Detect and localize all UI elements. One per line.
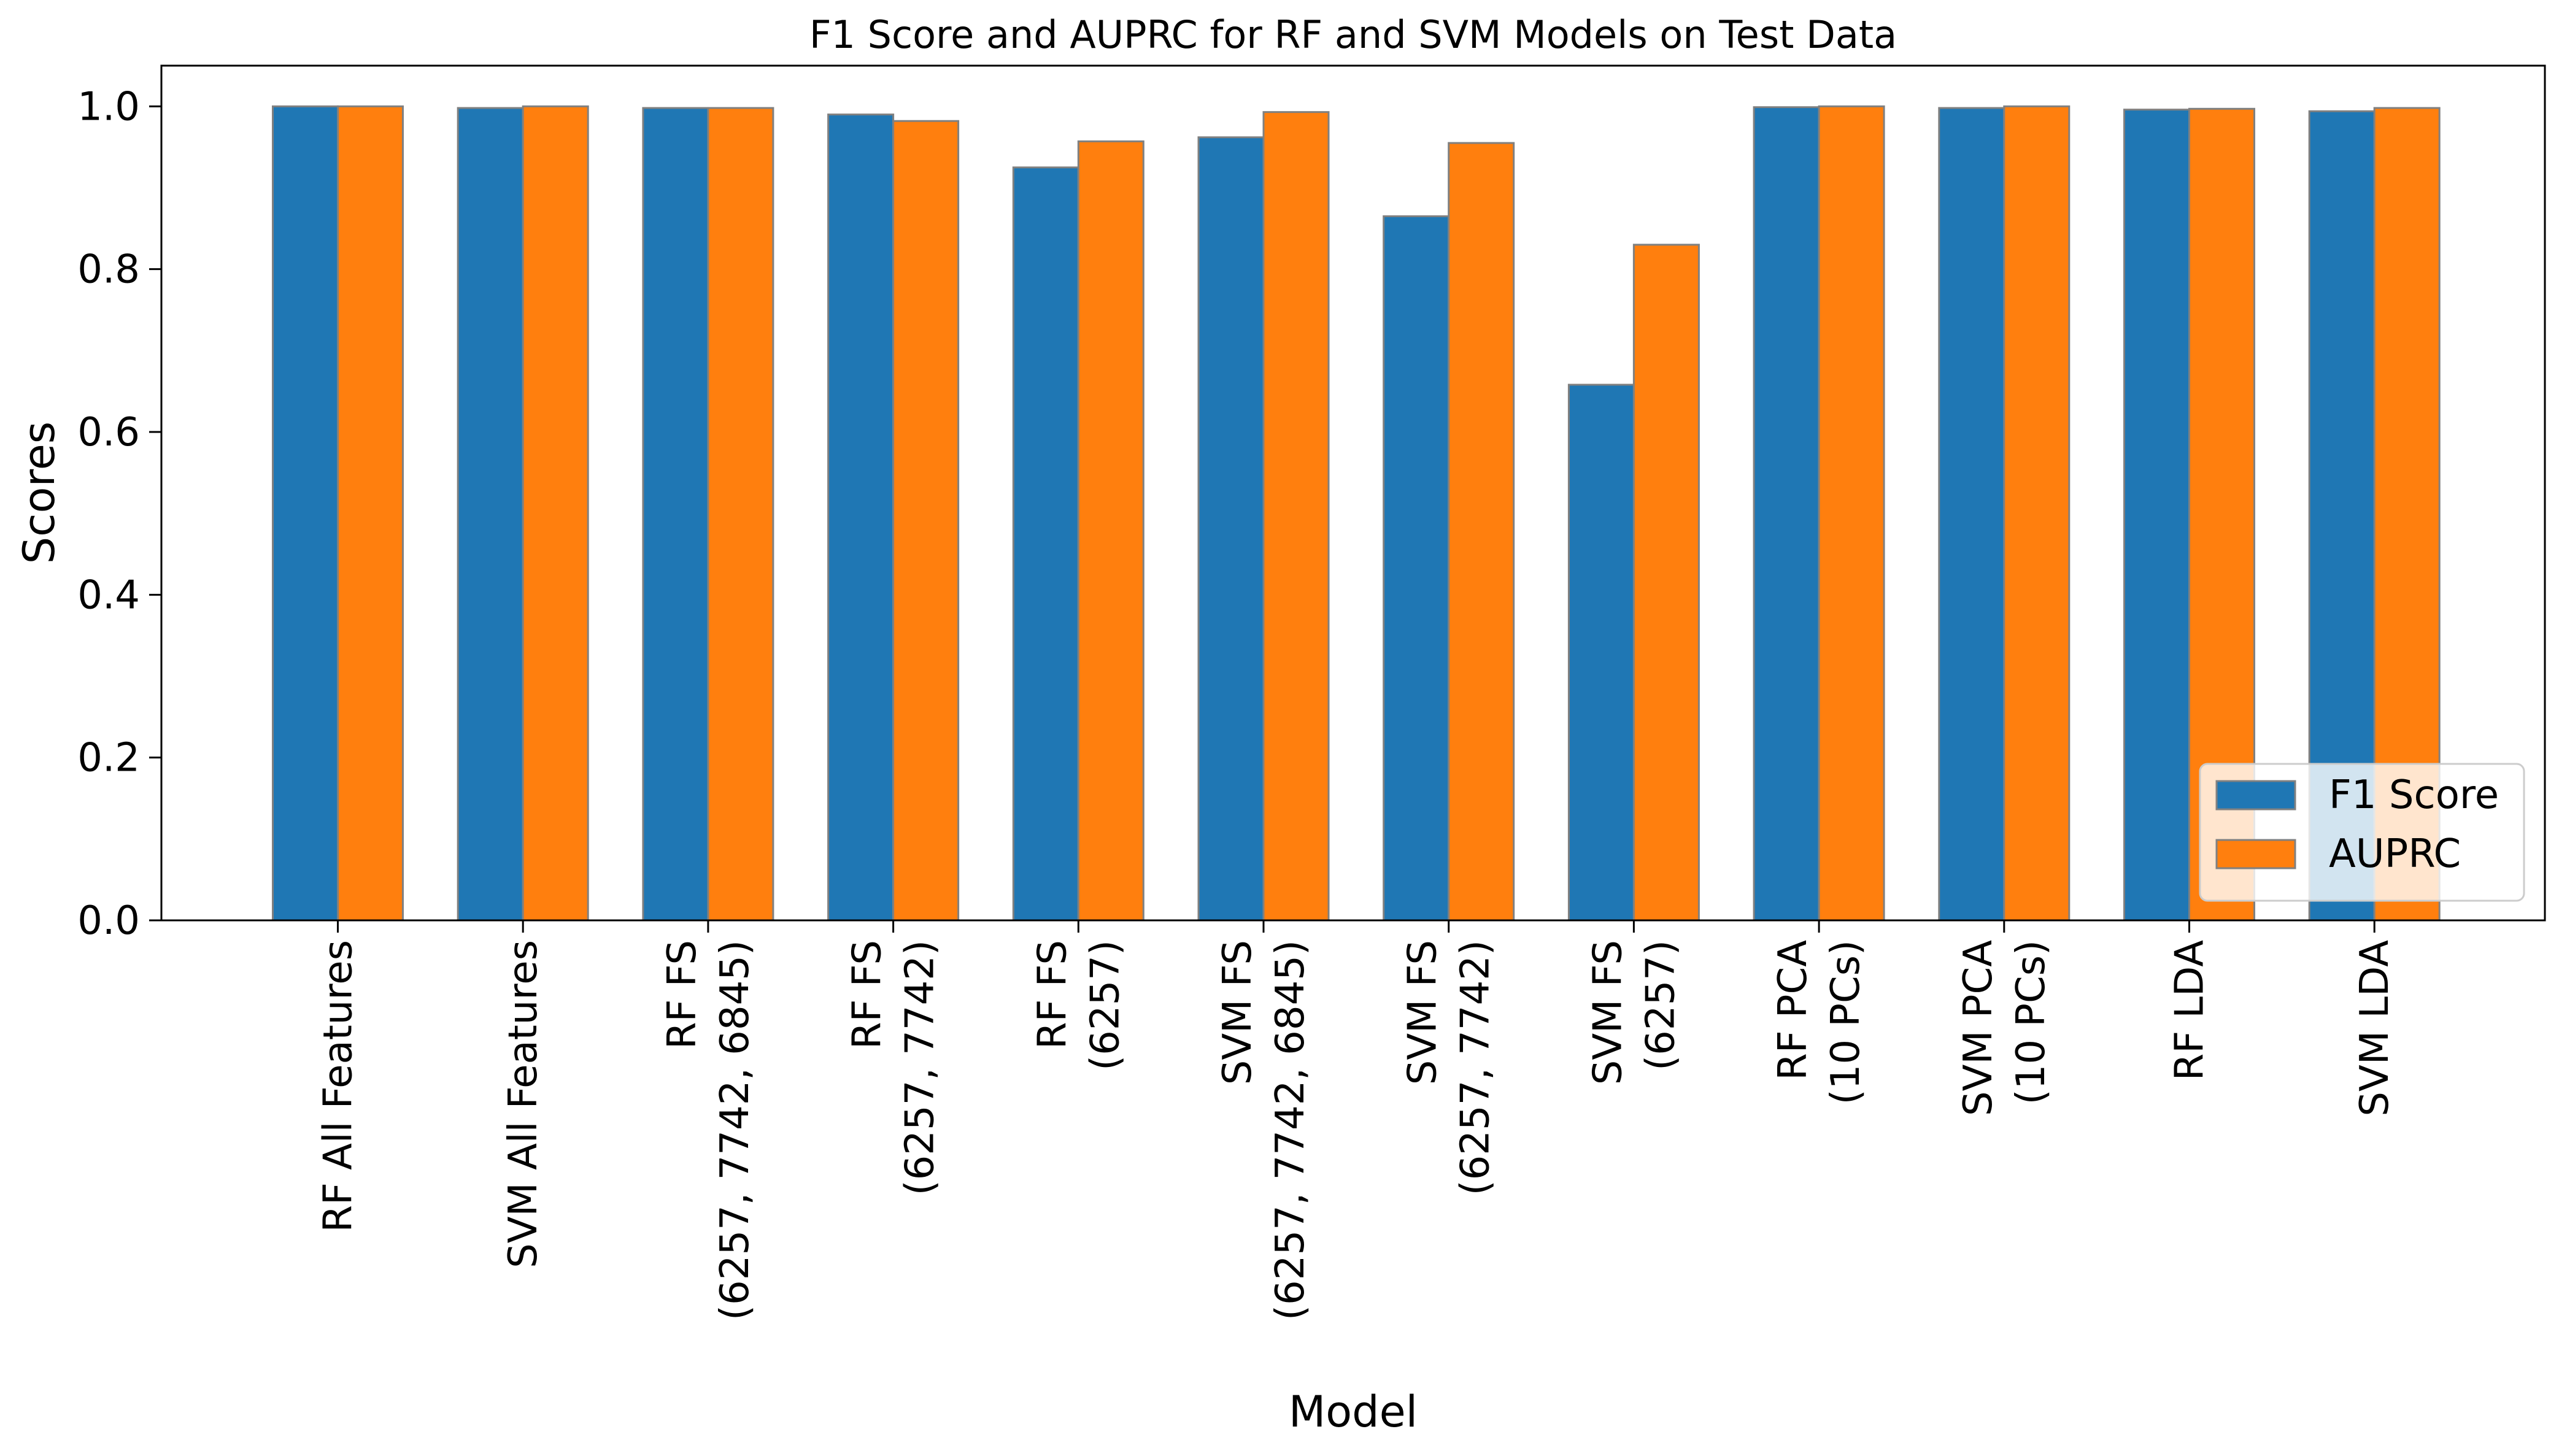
bar-auprc-7 [1632, 244, 1700, 922]
x-tick-label: (6257, 7742, 6845) [1268, 940, 1313, 1320]
x-tick-label: (10 PCs) [2009, 940, 2054, 1104]
legend-swatch-auprc [2215, 839, 2296, 869]
bar-auprc-5 [1262, 111, 1330, 922]
x-tick-label: SVM PCA [1956, 940, 2001, 1116]
bar-auprc-9 [2003, 105, 2071, 922]
bar-f1-score-0 [272, 105, 339, 922]
x-axis: RF All Features SVM All Features RF FS (625… [316, 920, 2398, 1320]
y-tick-label: 1.0 [77, 84, 140, 129]
bar-auprc-4 [1077, 140, 1144, 922]
y-tick-label: 0.0 [77, 898, 140, 944]
y-axis-label: Scores [14, 422, 64, 564]
bar-f1-score-9 [1938, 107, 2005, 922]
legend-label-auprc: AUPRC [2329, 831, 2461, 877]
y-tick-label: 0.6 [77, 410, 140, 455]
x-tick-label: RF FS [1030, 940, 1075, 1049]
bar-auprc-0 [337, 105, 404, 922]
bar-auprc-8 [1818, 105, 1885, 922]
bar-auprc-1 [522, 105, 589, 922]
bar-auprc-2 [707, 107, 774, 922]
x-tick-label: SVM FS [1585, 940, 1631, 1085]
chart-title: F1 Score and AUPRC for RF and SVM Models… [809, 12, 1897, 57]
x-tick-label: SVM LDA [2352, 940, 2398, 1117]
x-tick-label: RF PCA [1770, 940, 1816, 1080]
x-tick-label: (10 PCs) [1823, 940, 1869, 1104]
x-tick-label: RF FS [845, 940, 890, 1049]
bar-f1-score-5 [1197, 136, 1265, 922]
x-tick-label: RF LDA [2167, 940, 2213, 1080]
x-tick-label: (6257) [1083, 940, 1128, 1071]
y-tick-label: 0.8 [77, 247, 140, 293]
bar-f1-score-10 [2123, 109, 2190, 922]
y-tick-label: 0.2 [77, 736, 140, 781]
y-tick-label: 0.4 [77, 572, 140, 618]
x-tick-label: (6257, 7742, 6845) [712, 940, 758, 1320]
bar-auprc-3 [892, 120, 960, 922]
x-tick-label: (6257, 7742) [898, 940, 943, 1195]
bar-f1-score-6 [1383, 215, 1450, 922]
x-tick-label: SVM All Features [501, 940, 546, 1268]
y-axis: 0.0 0.2 0.4 0.6 0.8 1.0 [77, 84, 161, 944]
bar-f1-score-8 [1753, 106, 1820, 922]
x-tick-label: RF FS [660, 940, 705, 1049]
bar-f1-score-1 [457, 107, 524, 922]
x-tick-label: (6257, 7742) [1453, 940, 1499, 1195]
x-tick-label: RF All Features [316, 940, 361, 1233]
x-axis-label: Model [1289, 1387, 1418, 1437]
bar-f1-score-3 [827, 114, 895, 922]
legend-swatch-f1-score [2215, 780, 2296, 811]
legend-label-f1-score: F1 Score [2329, 772, 2499, 818]
bar-f1-score-2 [642, 107, 709, 922]
x-tick-label: SVM FS [1400, 940, 1446, 1085]
bar-f1-score-7 [1567, 383, 1635, 922]
x-tick-label: SVM FS [1215, 940, 1260, 1085]
legend: F1 Score AUPRC [2199, 763, 2525, 902]
bar-auprc-6 [1448, 142, 1515, 922]
x-tick-label: (6257) [1638, 940, 1683, 1071]
bar-f1-score-4 [1012, 166, 1079, 922]
plot-frame [160, 64, 2546, 922]
plot-area [272, 105, 2441, 922]
